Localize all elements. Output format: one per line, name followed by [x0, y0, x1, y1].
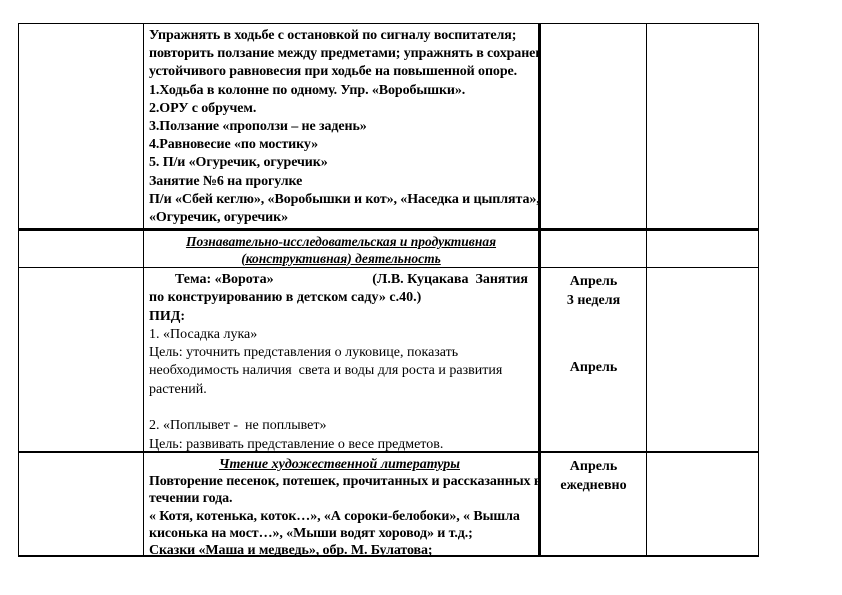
text-line: устойчивого равновесия при ходьбе на пов… — [149, 64, 518, 80]
empty-cell-row1-col4 — [647, 24, 759, 231]
empty-cell-row1-col3 — [541, 24, 647, 231]
empty-cell-row3-col4 — [647, 268, 759, 453]
pid-label: ПИД: — [149, 308, 186, 324]
section-heading-line: (конструктивная) деятельность — [241, 250, 441, 266]
text-line: 3.Ползание «проползи – не задень» — [149, 119, 367, 135]
empty-cell-row3-col1 — [19, 268, 144, 453]
text-line: Занятие №6 на прогулке — [149, 173, 303, 189]
text-line: П/и «Сбей кеглю», «Воробышки и кот», «На… — [149, 191, 540, 207]
reading-date-cell: Апрель ежедневно — [541, 453, 647, 557]
text-line: кисонька на мост…», «Мыши водят хоровод»… — [149, 525, 473, 541]
date-week: 3 неделя — [566, 293, 621, 308]
cognitive-content-cell: Тема: «Ворота» (Л.В. Куцакава Занятия по… — [144, 268, 541, 453]
empty-cell-row2-col4 — [647, 231, 759, 268]
item1-goal-line: необходимость наличия света и воды для р… — [149, 363, 503, 379]
blank-line — [149, 399, 530, 417]
tema-title: Тема: «Ворота» — [175, 272, 274, 287]
tema-source-line2: по конструированию в детском саду» с.40.… — [149, 290, 422, 306]
cognitive-date-cell: Апрель 3 неделя Апрель — [541, 268, 647, 453]
item1-title: 1. «Посадка лука» — [149, 326, 258, 342]
text-line: Повторение песенок, потешек, прочитанных… — [149, 474, 541, 490]
date-month: Апрель — [569, 459, 618, 474]
item1-goal-line: растений. — [149, 381, 207, 397]
blank-gap — [541, 310, 646, 358]
text-line: Сказки «Маша и медведь», обр. М. Булатов… — [149, 543, 433, 557]
item2-title: 2. «Поплывет - не поплывет» — [149, 418, 327, 434]
text-line: повторить ползание между предметами; упр… — [149, 46, 541, 62]
date-frequency: ежедневно — [560, 478, 627, 493]
text-line: 4.Равновесие «по мостику» — [149, 137, 319, 153]
empty-cell-row2-col1 — [19, 231, 144, 268]
section-heading-line: Познавательно-исследовательская и продук… — [185, 234, 497, 249]
tema-line: Тема: «Ворота» (Л.В. Куцакава Занятия — [149, 271, 530, 289]
date-month-2: Апрель — [569, 360, 618, 375]
section-heading-line: Чтение художественной литературы — [218, 457, 460, 472]
cognitive-section-header-cell: Познавательно-исследовательская и продук… — [144, 231, 541, 268]
empty-cell-row2-col3 — [541, 231, 647, 268]
text-line: 2.ОРУ с обручем. — [149, 100, 257, 116]
text-line: течении года. — [149, 491, 233, 507]
empty-cell-row4-col4 — [647, 453, 759, 557]
text-line: «Огуречик, огуречик» — [149, 210, 288, 226]
weekly-planning-table: Упражнять в ходьбе с остановкой по сигна… — [18, 23, 759, 557]
text-line: « Котя, котенька, коток…», «А сороки-бел… — [149, 508, 520, 524]
item2-goal-line: Цель: развивать представление о весе пре… — [149, 436, 444, 452]
physical-activity-cell: Упражнять в ходьбе с остановкой по сигна… — [144, 24, 541, 231]
date-month: Апрель — [569, 274, 618, 289]
text-line: 1.Ходьба в колонне по одному. Упр. «Воро… — [149, 82, 466, 98]
tema-source: (Л.В. Куцакава Занятия — [372, 272, 528, 287]
item1-goal-line: Цель: уточнить представления о луковице,… — [149, 345, 459, 361]
reading-content-cell: Чтение художественной литературы Повторе… — [144, 453, 541, 557]
empty-cell-row4-col1 — [19, 453, 144, 557]
text-line: 5. П/и «Огуречик, огуречик» — [149, 155, 328, 171]
text-line: Упражнять в ходьбе с остановкой по сигна… — [149, 28, 517, 43]
empty-cell-row1-col1 — [19, 24, 144, 231]
